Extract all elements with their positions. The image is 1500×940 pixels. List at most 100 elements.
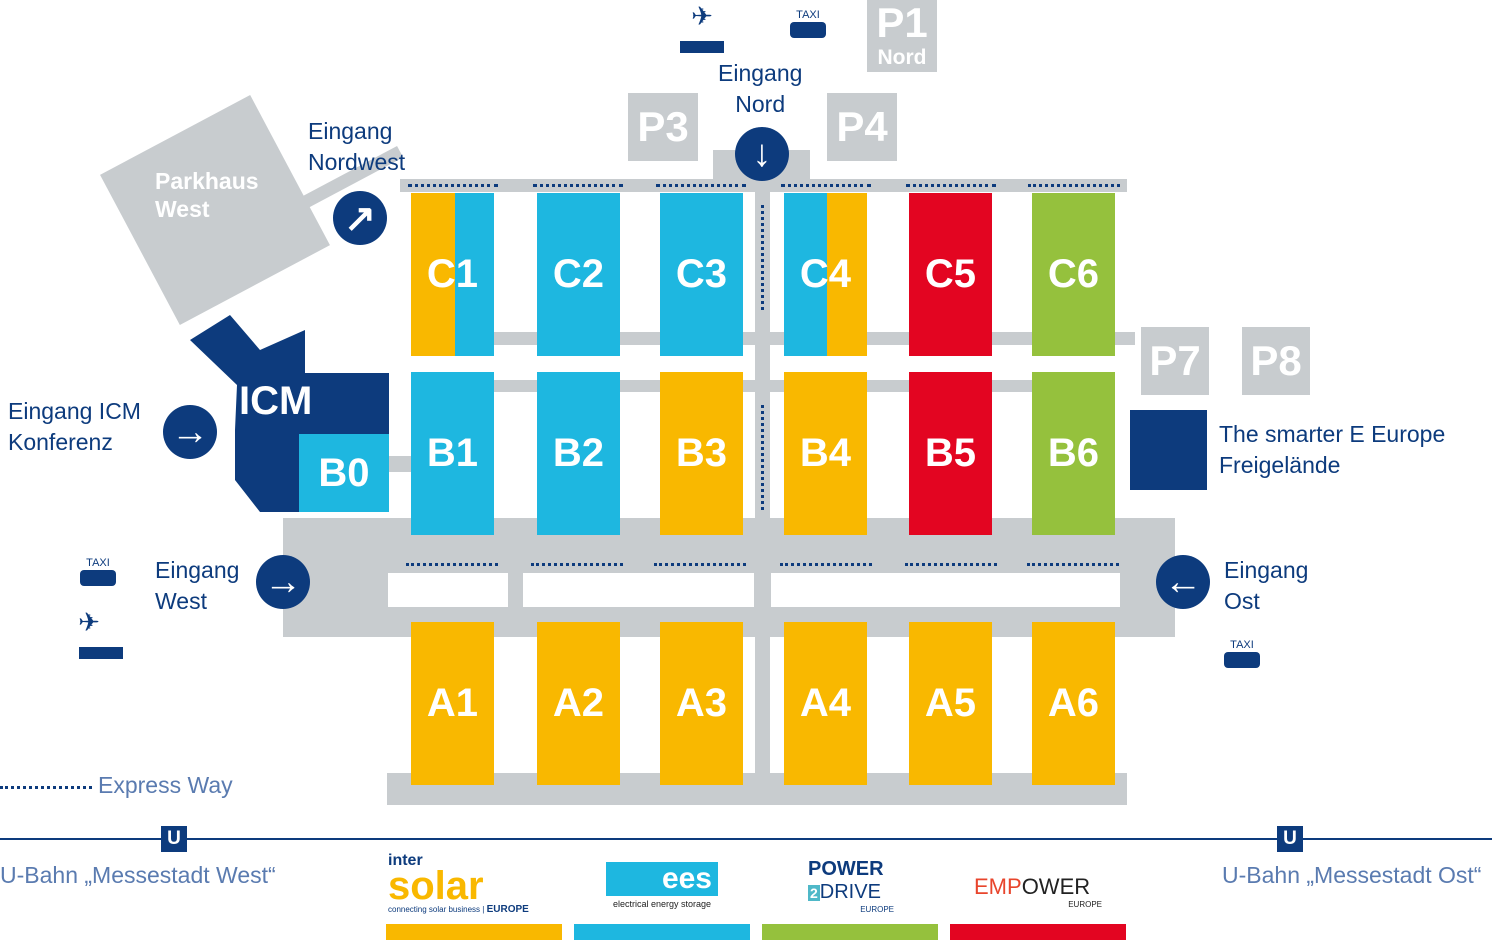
taxi-icon: TAXI: [790, 8, 826, 42]
hall-b6[interactable]: B6: [1032, 372, 1115, 535]
hall-b4[interactable]: B4: [784, 372, 867, 535]
hall-a5[interactable]: A5: [909, 622, 992, 785]
express-way-south: [780, 563, 872, 566]
hall-c6[interactable]: C6: [1032, 193, 1115, 356]
legend-express-way-swatch: [0, 786, 92, 789]
entrance-ost-label-2: Ost: [1224, 588, 1260, 614]
hall-a4[interactable]: A4: [784, 622, 867, 785]
power2drive-main: DRIVE: [819, 881, 881, 903]
express-way-central: [761, 205, 764, 310]
taxi-icon: TAXI: [1224, 638, 1260, 672]
parkhaus-label: Parkhaus: [155, 168, 259, 194]
express-way-south: [905, 563, 997, 566]
ubahn-ost-label: U-Bahn „Messestadt Ost“: [1222, 862, 1482, 888]
entrance-icm-label-2: Konferenz: [8, 429, 113, 455]
entrance-nord-label-2: Nord: [735, 91, 786, 117]
hall-b5[interactable]: B5: [909, 372, 992, 535]
hall-c2[interactable]: C2: [537, 193, 620, 356]
express-way-north: [1028, 184, 1120, 187]
hall-c5[interactable]: C5: [909, 193, 992, 356]
empower-logo: EMPOWER EUROPE: [974, 874, 1102, 910]
power2drive-logo: POWER 2 DRIVE EUROPE: [808, 858, 894, 915]
entrance-nord-label: Eingang: [718, 60, 803, 86]
ubahn-west-icon: U: [161, 826, 187, 852]
airplane-bus-icon: ✈: [680, 2, 724, 58]
concourse-gap: [523, 573, 754, 607]
connector-c: [411, 332, 1135, 345]
express-way-north: [656, 184, 746, 187]
ubahn-west-label: U-Bahn „Messestadt West“: [0, 862, 276, 888]
concourse-gap: [388, 573, 508, 607]
hall-a1[interactable]: A1: [411, 622, 494, 785]
ubahn-ost-icon: U: [1277, 826, 1303, 852]
icm-connector: [385, 456, 415, 472]
empower-b: OWER: [1021, 874, 1091, 899]
hall-a2[interactable]: A2: [537, 622, 620, 785]
hall-a6[interactable]: A6: [1032, 622, 1115, 785]
express-way-south: [654, 563, 746, 566]
ees-color-bar: [574, 924, 750, 940]
concourse-gap: [771, 573, 1120, 607]
ubahn-line: [0, 838, 1492, 840]
intersolar-logo: inter solar connecting solar business | …: [388, 852, 568, 915]
hall-b2[interactable]: B2: [537, 372, 620, 535]
airplane-bus-icon: ✈: [55, 608, 123, 664]
power2drive-color-bar: [762, 924, 938, 940]
entrance-icm-label: Eingang ICM: [8, 398, 141, 424]
express-way-south: [406, 563, 498, 566]
parking-p3[interactable]: P3: [628, 93, 698, 161]
entrance-west-label: Eingang: [155, 557, 240, 583]
parking-p4[interactable]: P4: [827, 93, 897, 161]
entrance-ost-label: Eingang: [1224, 557, 1309, 583]
parking-p1[interactable]: P1 Nord: [867, 0, 937, 72]
express-way-north: [533, 184, 623, 187]
hall-b3[interactable]: B3: [660, 372, 743, 535]
freigelaende-area[interactable]: [1130, 410, 1207, 490]
p1-label: P1: [876, 0, 928, 46]
ees-tag: electrical energy storage: [612, 899, 712, 909]
north-walkway: [400, 179, 1127, 192]
express-way-north: [781, 184, 871, 187]
legend-express-way-label: Express Way: [98, 772, 233, 798]
empower-color-bar: [950, 924, 1126, 940]
intersolar-top: inter: [388, 852, 423, 869]
empower-a: EMP: [974, 874, 1022, 899]
entrance-nordwest-label: Eingang: [308, 118, 393, 144]
express-way-north: [408, 184, 498, 187]
entrance-west-label-2: West: [155, 588, 207, 614]
power2drive-num: 2: [808, 885, 820, 901]
entrance-nord-arrow-icon[interactable]: ↓: [735, 127, 789, 181]
express-way-central: [761, 405, 764, 510]
south-walkway: [387, 773, 1127, 805]
express-way-south: [1027, 563, 1119, 566]
freigelaende-label-2: Freigelände: [1219, 452, 1341, 478]
hall-b0[interactable]: B0: [299, 434, 389, 512]
hall-b1[interactable]: B1: [411, 372, 494, 535]
hall-a3[interactable]: A3: [660, 622, 743, 785]
entrance-nordwest-arrow-icon[interactable]: ↗: [333, 191, 387, 245]
hall-c1[interactable]: C1: [411, 193, 494, 356]
connector-b: [411, 380, 1115, 392]
intersolar-color-bar: [386, 924, 562, 940]
icm-label: ICM: [239, 379, 313, 423]
power2drive-top: POWER: [808, 858, 884, 880]
intersolar-region: EUROPE: [486, 904, 529, 915]
entrance-west-arrow-icon[interactable]: →: [256, 555, 310, 609]
ees-main: ees: [606, 862, 718, 896]
p1-sub: Nord: [877, 46, 927, 69]
express-way-south: [531, 563, 623, 566]
entrance-ost-arrow-icon[interactable]: ←: [1156, 555, 1210, 609]
ees-logo: ees electrical energy storage: [606, 862, 718, 910]
hall-c3[interactable]: C3: [660, 193, 743, 356]
icm-building[interactable]: [185, 315, 395, 515]
entrance-nordwest-label-2: Nordwest: [308, 149, 406, 175]
empower-region: EUROPE: [1068, 900, 1102, 909]
intersolar-main: solar: [388, 864, 484, 908]
power2drive-region: EUROPE: [860, 905, 894, 914]
parking-p7[interactable]: P7: [1141, 327, 1209, 395]
hall-c4[interactable]: C4: [784, 193, 867, 356]
entrance-icm-arrow-icon[interactable]: →: [163, 405, 217, 459]
intersolar-tag: connecting solar business: [388, 905, 481, 914]
taxi-icon: TAXI: [80, 556, 116, 590]
parking-p8[interactable]: P8: [1242, 327, 1310, 395]
